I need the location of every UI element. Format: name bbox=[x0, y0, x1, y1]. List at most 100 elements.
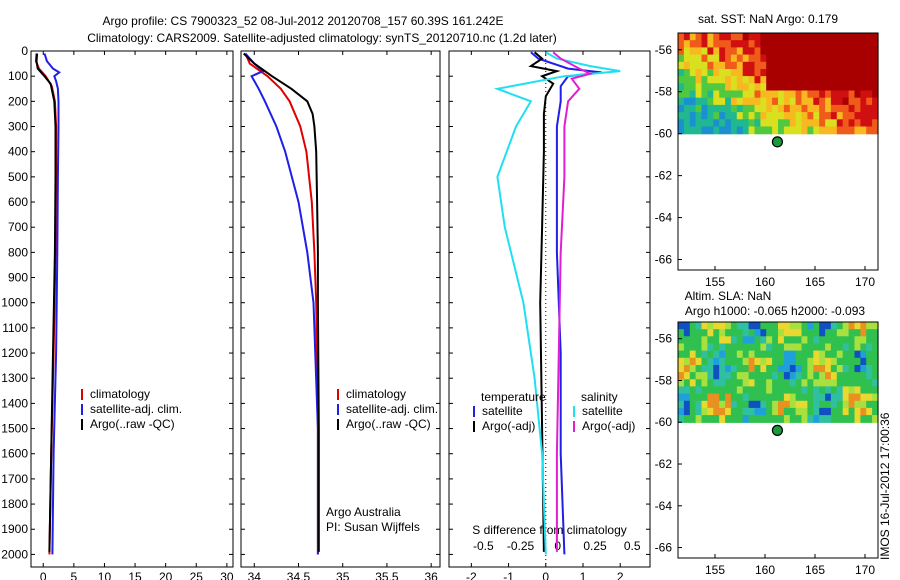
heatmap-cell bbox=[772, 40, 779, 48]
heatmap-cell bbox=[713, 386, 720, 395]
heatmap-cell bbox=[683, 126, 691, 135]
heatmap-cell bbox=[748, 90, 756, 99]
heatmap-cell bbox=[748, 47, 756, 56]
heatmap-cell bbox=[854, 415, 861, 423]
heatmap-cell bbox=[825, 365, 832, 373]
heatmap-cell bbox=[701, 40, 708, 48]
heatmap-cell bbox=[842, 379, 850, 388]
heatmap-cell bbox=[713, 40, 720, 48]
heatmap-cell bbox=[772, 126, 779, 135]
heatmap-cell bbox=[772, 379, 779, 388]
x-tick-label: 25 bbox=[190, 570, 204, 580]
heatmap-cell bbox=[725, 47, 732, 56]
heatmap-cell bbox=[848, 126, 856, 135]
y-tick-label: 100 bbox=[8, 69, 28, 83]
heatmap-cell bbox=[760, 343, 767, 352]
heatmap-cell bbox=[772, 357, 779, 366]
heatmap-cell bbox=[689, 33, 697, 41]
heatmap-cell bbox=[683, 76, 691, 84]
heatmap-cell bbox=[807, 40, 814, 48]
y-tick-label: -64 bbox=[655, 499, 673, 513]
heatmap-cell bbox=[778, 54, 785, 63]
heatmap-cell bbox=[678, 47, 685, 56]
heatmap-cell bbox=[801, 393, 808, 402]
heatmap-cell bbox=[860, 329, 867, 337]
heatmap-cell bbox=[725, 112, 732, 120]
temperature-plot-frame bbox=[30, 50, 234, 568]
heatmap-cell bbox=[854, 372, 861, 380]
heatmap-cell bbox=[754, 400, 761, 409]
heatmap-cell bbox=[842, 393, 850, 402]
y-tick-label: -64 bbox=[655, 211, 673, 225]
heatmap-cell bbox=[713, 61, 720, 70]
y-tick-label: -58 bbox=[655, 85, 673, 99]
salinity-panel: 3434.53535.536salinityclimatologysatelli… bbox=[240, 50, 441, 580]
heatmap-cell bbox=[778, 104, 785, 113]
heatmap-cell bbox=[719, 54, 726, 63]
heatmap-cell bbox=[836, 357, 844, 366]
heatmap-cell bbox=[742, 76, 750, 84]
heatmap-cell bbox=[725, 415, 732, 423]
heatmap-cell bbox=[830, 336, 838, 345]
heatmap-cell bbox=[766, 33, 773, 41]
x-tick-label: 35.5 bbox=[375, 570, 399, 580]
heatmap-cell bbox=[842, 386, 850, 395]
heatmap-cell bbox=[795, 69, 803, 77]
heatmap-cell bbox=[872, 40, 879, 48]
heatmap-cell bbox=[778, 343, 785, 352]
heatmap-cell bbox=[860, 47, 867, 56]
heatmap-cell bbox=[748, 83, 756, 92]
heatmap-cell bbox=[848, 357, 856, 366]
x-tick-label: 160 bbox=[755, 275, 775, 289]
heatmap-cell bbox=[742, 386, 750, 395]
heatmap-cell bbox=[783, 386, 791, 395]
heatmap-cell bbox=[872, 126, 879, 135]
heatmap-cell bbox=[830, 33, 838, 41]
heatmap-cell bbox=[678, 379, 685, 388]
heatmap-cell bbox=[795, 329, 803, 337]
heatmap-cell bbox=[730, 40, 738, 48]
heatmap-cell bbox=[801, 372, 808, 380]
heatmap-cell bbox=[860, 386, 867, 395]
heatmap-cell bbox=[683, 119, 691, 128]
heatmap-cell bbox=[778, 415, 785, 423]
x-tick-label: -2 bbox=[466, 570, 477, 580]
heatmap-cell bbox=[754, 83, 761, 92]
heatmap-cell bbox=[860, 372, 867, 380]
legend-label: Argo(-adj) bbox=[482, 419, 535, 433]
heatmap-cell bbox=[872, 97, 879, 106]
heatmap-cell bbox=[866, 126, 873, 135]
heatmap-cell bbox=[772, 112, 779, 120]
heatmap-cell bbox=[766, 329, 773, 337]
heatmap-cell bbox=[754, 365, 761, 373]
heatmap-cell bbox=[836, 393, 844, 402]
heatmap-cell bbox=[825, 97, 832, 106]
heatmap-cell bbox=[707, 329, 714, 337]
heatmap-cell bbox=[713, 33, 720, 41]
heatmap-cell bbox=[736, 365, 744, 373]
heatmap-cell bbox=[795, 104, 803, 113]
heatmap-cell bbox=[789, 393, 797, 402]
heatmap-cell bbox=[730, 104, 738, 113]
y-tick-label: 1700 bbox=[1, 472, 28, 486]
heatmap-cell bbox=[813, 61, 820, 70]
heatmap-cell bbox=[678, 343, 685, 352]
heatmap-cell bbox=[701, 407, 708, 416]
heatmap-cell bbox=[736, 90, 744, 99]
heatmap-cell bbox=[707, 112, 714, 120]
heatmap-cell bbox=[678, 126, 685, 135]
heatmap-cell bbox=[748, 329, 756, 337]
heatmap-cell bbox=[725, 400, 732, 409]
heatmap-cell bbox=[819, 97, 826, 106]
heatmap-cell bbox=[866, 407, 873, 416]
heatmap-cell bbox=[742, 83, 750, 92]
heatmap-cell bbox=[725, 90, 732, 99]
heatmap-cell bbox=[766, 322, 773, 330]
heatmap-cell bbox=[813, 329, 820, 337]
heatmap-cell bbox=[713, 119, 720, 128]
heatmap-cell bbox=[683, 407, 691, 416]
heatmap-cell bbox=[854, 379, 861, 388]
heatmap-cell bbox=[866, 104, 873, 113]
heatmap-cell bbox=[836, 386, 844, 395]
heatmap-cell bbox=[848, 400, 856, 409]
